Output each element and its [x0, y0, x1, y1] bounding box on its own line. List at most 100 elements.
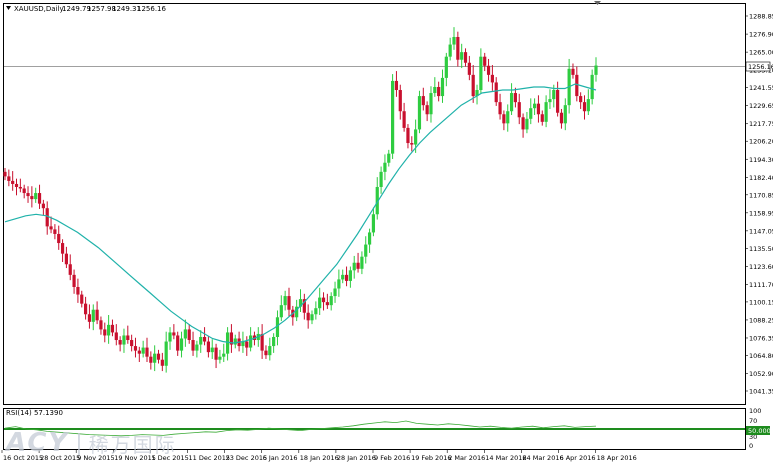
date-tick-label: 19 Nov 2015	[114, 454, 156, 462]
candle-body	[521, 117, 525, 130]
price-tick-label: 1123.60	[749, 263, 773, 271]
candle-body	[318, 297, 322, 309]
price-tick-label: 1170.85	[749, 191, 773, 199]
candle-body	[556, 90, 560, 113]
candle-body	[283, 296, 287, 306]
candle-body	[222, 353, 226, 357]
candle-body	[214, 347, 218, 360]
candle-body	[249, 335, 253, 348]
candle-body	[72, 274, 76, 287]
candle-body	[11, 180, 15, 184]
price-tick-label: 1041.35	[749, 388, 773, 396]
candle-body	[310, 314, 314, 321]
candle-body	[3, 171, 7, 177]
candle-body	[156, 353, 161, 360]
candle-body	[498, 102, 502, 115]
current-price-tag-box	[745, 61, 771, 72]
moving-average-line	[4, 83, 597, 344]
candle-body	[540, 114, 544, 122]
candle-body	[444, 56, 448, 78]
candle-body	[199, 336, 203, 345]
candle-body	[99, 320, 103, 330]
ohlc-open: 1249.79	[62, 5, 91, 13]
candle-body	[414, 129, 418, 145]
candle-body	[437, 86, 441, 97]
candle-body	[506, 111, 510, 124]
candle-body	[225, 332, 230, 354]
candle-body	[275, 317, 280, 337]
candle-body	[279, 305, 283, 318]
candle-body	[471, 74, 475, 97]
price-tick-label: 1088.25	[749, 316, 773, 324]
candle-body	[133, 346, 138, 351]
date-tick-label: 19 Feb 2016	[411, 454, 451, 462]
candle-body	[517, 102, 521, 118]
candle-body	[187, 329, 191, 341]
candle-body	[153, 353, 157, 363]
candle-body	[559, 112, 564, 124]
candle-body	[287, 296, 291, 310]
date-tick-label: 28 Jan 2016	[337, 454, 376, 462]
watermark-separator: |	[75, 430, 83, 456]
candle-body	[525, 118, 529, 130]
rsi-tick-100: 100	[749, 407, 761, 415]
candle-body	[49, 226, 53, 230]
candle-body	[536, 103, 541, 115]
current-price-tag: 1256.16	[748, 63, 773, 71]
candle-body	[45, 208, 49, 227]
price-tick-label: 1241.55	[749, 84, 773, 92]
candle-body	[183, 329, 187, 339]
candle-body	[107, 324, 111, 336]
rsi-tick-0: 0	[749, 442, 753, 450]
candle-body	[571, 68, 575, 75]
rsi-level-tag: 50.0000	[748, 427, 773, 435]
dropdown-arrow-icon[interactable]	[6, 6, 11, 10]
candle-body	[110, 324, 115, 333]
candle-body	[7, 176, 11, 181]
candle-body	[544, 102, 548, 122]
candle-body	[91, 309, 95, 322]
candle-body	[122, 335, 126, 345]
candle-body	[76, 286, 80, 295]
ohlc-low: 1249.31	[112, 5, 141, 13]
candle-body	[57, 233, 61, 244]
candle-body	[160, 359, 164, 366]
date-tick-label: 23 Dec 2015	[226, 454, 268, 462]
candle-body	[202, 336, 207, 342]
candle-body	[233, 338, 237, 345]
candle-body	[429, 93, 433, 115]
candle-body	[356, 262, 360, 269]
date-tick-label: 18 Jan 2016	[300, 454, 339, 462]
candle-body	[452, 36, 456, 45]
price-tick-label: 1288.85	[749, 13, 773, 21]
candle-body	[460, 52, 464, 60]
date-tick-label: 14 Mar 2016	[485, 454, 526, 462]
candle-body	[448, 44, 452, 57]
date-tick-label: 11 Dec 2015	[189, 454, 231, 462]
candle-body	[513, 93, 518, 103]
candle-body	[325, 302, 329, 306]
candle-body	[367, 232, 372, 245]
candle-body	[586, 99, 590, 112]
candle-body	[22, 188, 26, 194]
rsi-label: RSI(14) 57.1390	[6, 409, 63, 417]
candle-body	[68, 264, 72, 275]
chart-shift-marker-icon[interactable]	[594, 1, 601, 5]
candle-body	[352, 262, 356, 271]
candle-body	[494, 82, 498, 103]
watermark-chinese: 稀万国际	[88, 432, 177, 457]
candle-body	[552, 90, 556, 100]
price-tick-label: 1111.70	[749, 281, 773, 289]
candle-body	[590, 74, 594, 100]
date-tick-label: 16 Oct 2015	[3, 454, 43, 462]
candle-body	[53, 229, 57, 234]
candle-body	[486, 65, 491, 75]
candle-body	[387, 153, 391, 163]
candle-body	[145, 347, 149, 357]
price-tick-label: 1076.35	[749, 334, 773, 342]
candle-body	[172, 332, 176, 336]
candle-body	[41, 203, 45, 209]
candle-body	[360, 256, 364, 269]
candle-body	[229, 332, 234, 345]
